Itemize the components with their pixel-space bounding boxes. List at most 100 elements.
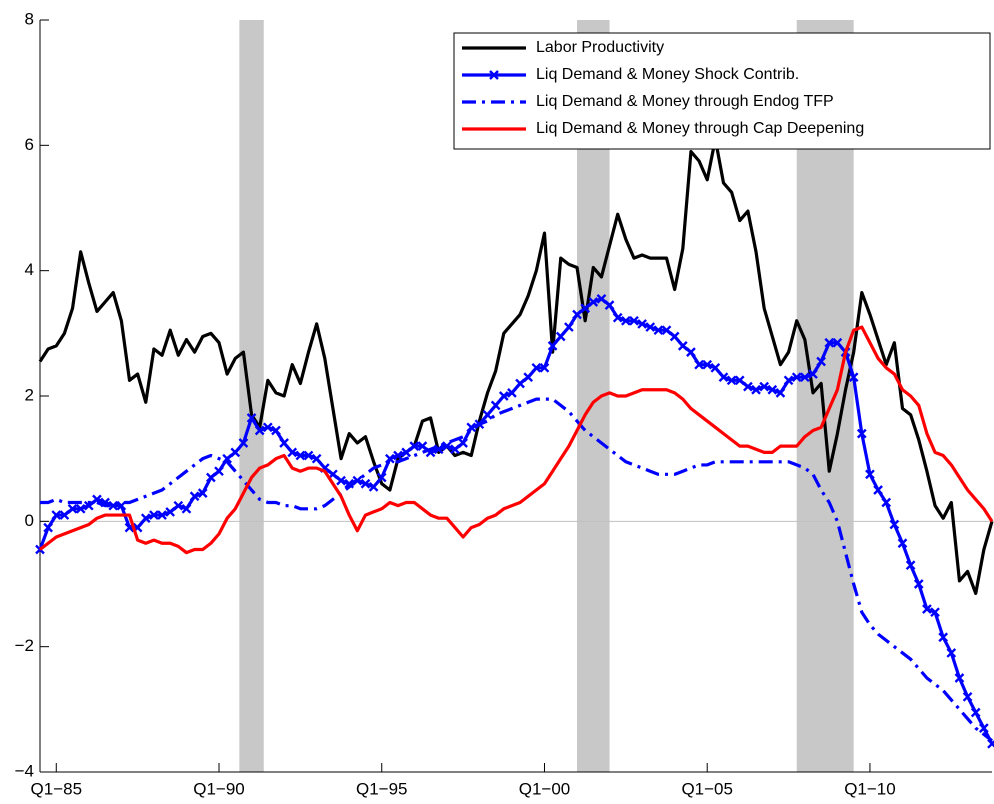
series-marker: [507, 388, 517, 398]
y-tick-label: −4: [15, 761, 34, 780]
series-marker: [189, 491, 200, 502]
series-marker: [710, 362, 721, 373]
series-marker: [555, 331, 566, 342]
series-marker: [490, 400, 501, 411]
series-marker: [865, 469, 875, 480]
series-marker: [116, 500, 127, 511]
series-line: [40, 397, 993, 742]
series-marker: [881, 497, 892, 508]
series-marker: [149, 510, 159, 520]
y-tick-label: −2: [15, 636, 34, 655]
series-marker: [637, 319, 647, 329]
series-marker: [254, 425, 265, 436]
series-marker: [547, 341, 558, 351]
series-marker: [962, 691, 973, 702]
legend-label: Liq Demand & Money through Cap Deepening: [536, 120, 864, 137]
series-marker: [824, 337, 835, 348]
series-line: [38, 137, 994, 595]
legend-box: [453, 32, 991, 150]
series-marker: [856, 428, 867, 439]
y-tick-label: 8: [25, 9, 34, 28]
x-tick-label: Q1−90: [193, 779, 245, 798]
series-marker: [393, 450, 403, 461]
series-marker: [816, 356, 826, 367]
series-marker: [75, 503, 86, 514]
series-marker: [734, 375, 745, 386]
series-marker: [612, 312, 623, 323]
series-marker: [279, 438, 289, 448]
series-marker: [808, 369, 818, 379]
series-marker: [979, 723, 989, 733]
x-tick-label: Q1−10: [844, 779, 896, 798]
series-marker: [311, 453, 322, 464]
series-marker: [938, 632, 949, 643]
series-marker: [620, 315, 631, 326]
series-marker: [409, 441, 420, 451]
series-marker: [767, 384, 778, 395]
series-marker: [922, 604, 932, 614]
series-marker: [531, 362, 542, 373]
series-marker: [848, 372, 859, 383]
series-marker: [629, 315, 639, 326]
axes: −4 −2 0 2 4 6 8 Q1−85 Q1−90 Q1−95 Q1−00 Q1−05 Q1−10: [15, 9, 992, 798]
legend-label: Liq Demand & Money through Endog TFP: [536, 93, 834, 110]
series-marker: [791, 372, 802, 383]
series-marker: [873, 485, 883, 495]
series-marker: [677, 341, 688, 351]
series-marker: [694, 359, 704, 370]
series-marker: [889, 519, 900, 530]
series-marker: [653, 325, 664, 336]
plot-lines: [35, 137, 994, 749]
x-tick-label: Q1−00: [519, 779, 571, 798]
series-marker: [433, 444, 444, 455]
x-tick-label: Q1−95: [356, 779, 408, 798]
y-tick-label: 6: [25, 135, 34, 154]
series-marker: [661, 325, 672, 336]
series-marker: [604, 300, 615, 310]
series-marker: [539, 362, 550, 373]
series-marker: [515, 378, 525, 389]
series-marker: [238, 438, 249, 448]
series-marker: [905, 560, 916, 571]
series-marker: [743, 381, 753, 392]
series-marker: [441, 441, 452, 451]
series-marker: [718, 372, 729, 383]
series-marker: [580, 303, 591, 314]
series-marker: [930, 607, 940, 618]
y-tick-label: 0: [25, 511, 34, 530]
series-marker: [970, 707, 981, 718]
series-marker: [165, 507, 176, 517]
series-marker: [832, 337, 843, 348]
series-marker: [230, 447, 241, 458]
series-marker: [214, 466, 224, 477]
series-marker: [246, 413, 257, 423]
series-marker: [775, 388, 786, 398]
series-marker: [206, 472, 216, 483]
series-marker: [67, 503, 78, 514]
series-marker: [303, 450, 314, 461]
series-marker: [954, 673, 965, 683]
series-marker: [458, 438, 468, 448]
series-marker: [482, 409, 493, 420]
series-marker: [287, 447, 298, 458]
legend-marker: [489, 70, 499, 80]
series-marker: [800, 372, 810, 383]
series-marker: [498, 391, 509, 401]
series-marker: [262, 422, 273, 433]
series-marker: [450, 444, 460, 455]
series-marker: [51, 510, 62, 520]
series-marker: [197, 488, 208, 498]
series-marker: [897, 538, 908, 549]
legend-label: Liq Demand & Money Shock Contrib.: [536, 66, 799, 83]
x-tick-label: Q1−85: [31, 779, 83, 798]
series-marker: [222, 453, 232, 464]
series-marker: [59, 510, 70, 520]
y-tick-label: 4: [25, 260, 34, 279]
series-marker: [360, 478, 371, 489]
series-marker: [295, 450, 306, 461]
x-tick-label: Q1−05: [681, 779, 733, 798]
series-marker: [43, 522, 53, 533]
series-marker: [368, 482, 379, 492]
series-marker: [173, 500, 184, 511]
